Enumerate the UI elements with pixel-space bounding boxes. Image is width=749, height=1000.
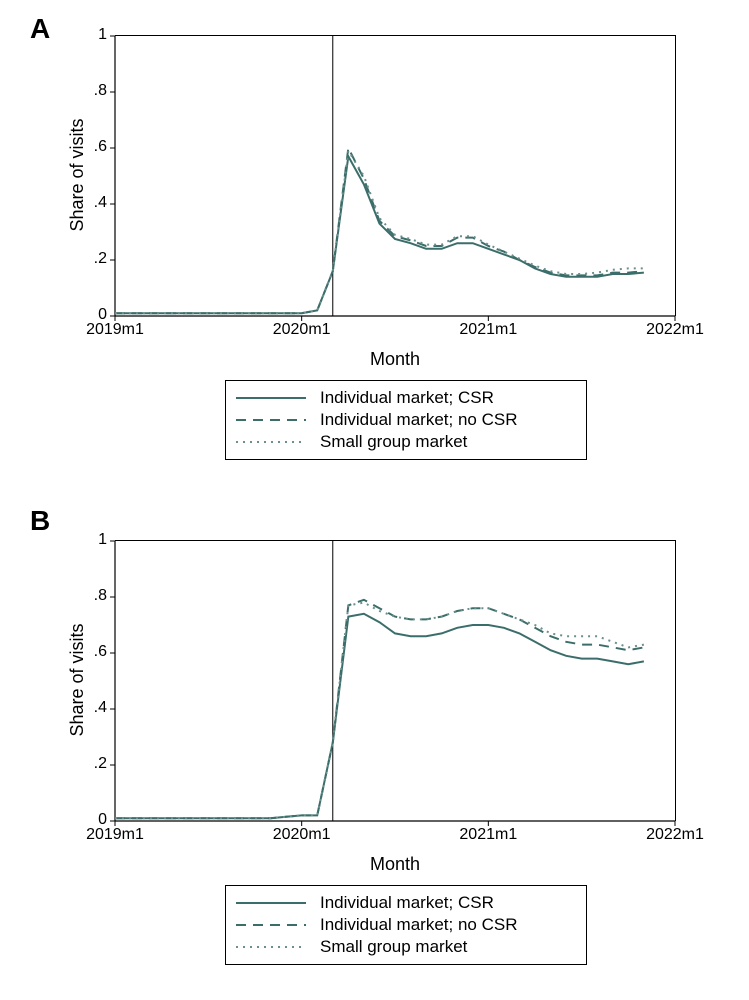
y-tick-label: .2 <box>94 250 107 268</box>
figure: A Share of visits Month Individual marke… <box>0 0 749 1000</box>
panel-a-svg <box>115 36 675 316</box>
x-tick-label: 2020m1 <box>267 826 337 844</box>
y-tick-label: 1 <box>98 531 107 549</box>
legend-row: Small group market <box>236 936 576 958</box>
legend-row: Individual market; CSR <box>236 387 576 409</box>
x-tick-label: 2019m1 <box>80 321 150 339</box>
legend-label: Individual market; CSR <box>320 893 494 913</box>
series-line <box>115 614 644 818</box>
legend-row: Individual market; no CSR <box>236 409 576 431</box>
panel-a-plot <box>115 35 676 316</box>
x-tick-label: 2021m1 <box>453 321 523 339</box>
legend-label: Individual market; CSR <box>320 388 494 408</box>
legend-swatch <box>236 893 306 913</box>
legend-swatch <box>236 432 306 452</box>
panel-a-ylabel: Share of visits <box>67 75 88 275</box>
y-tick-label: .8 <box>94 82 107 100</box>
y-tick-label: .6 <box>94 643 107 661</box>
legend-label: Individual market; no CSR <box>320 915 517 935</box>
panel-a-legend: Individual market; CSRIndividual market;… <box>225 380 587 460</box>
x-tick-label: 2019m1 <box>80 826 150 844</box>
legend-row: Small group market <box>236 431 576 453</box>
panel-b-legend: Individual market; CSRIndividual market;… <box>225 885 587 965</box>
x-tick-label: 2022m1 <box>640 826 710 844</box>
panel-a-xlabel: Month <box>295 349 495 370</box>
legend-row: Individual market; CSR <box>236 892 576 914</box>
y-tick-label: 1 <box>98 26 107 44</box>
y-tick-label: .4 <box>94 699 107 717</box>
legend-label: Small group market <box>320 432 467 452</box>
series-line <box>115 151 644 313</box>
panel-b-xlabel: Month <box>295 854 495 875</box>
series-line <box>115 156 644 313</box>
legend-label: Small group market <box>320 937 467 957</box>
legend-label: Individual market; no CSR <box>320 410 517 430</box>
series-line <box>115 600 644 818</box>
legend-swatch <box>236 388 306 408</box>
x-tick-label: 2022m1 <box>640 321 710 339</box>
y-tick-label: .2 <box>94 755 107 773</box>
panel-b-plot <box>115 540 676 821</box>
legend-swatch <box>236 937 306 957</box>
legend-swatch <box>236 915 306 935</box>
panel-b-label: B <box>30 505 50 537</box>
y-tick-label: .8 <box>94 587 107 605</box>
y-tick-label: .4 <box>94 194 107 212</box>
legend-row: Individual market; no CSR <box>236 914 576 936</box>
series-line <box>115 603 644 819</box>
series-line <box>115 148 644 313</box>
y-tick-label: .6 <box>94 138 107 156</box>
x-tick-label: 2021m1 <box>453 826 523 844</box>
panel-a-label: A <box>30 13 50 45</box>
x-tick-label: 2020m1 <box>267 321 337 339</box>
legend-swatch <box>236 410 306 430</box>
panel-b-svg <box>115 541 675 821</box>
panel-b-ylabel: Share of visits <box>67 580 88 780</box>
